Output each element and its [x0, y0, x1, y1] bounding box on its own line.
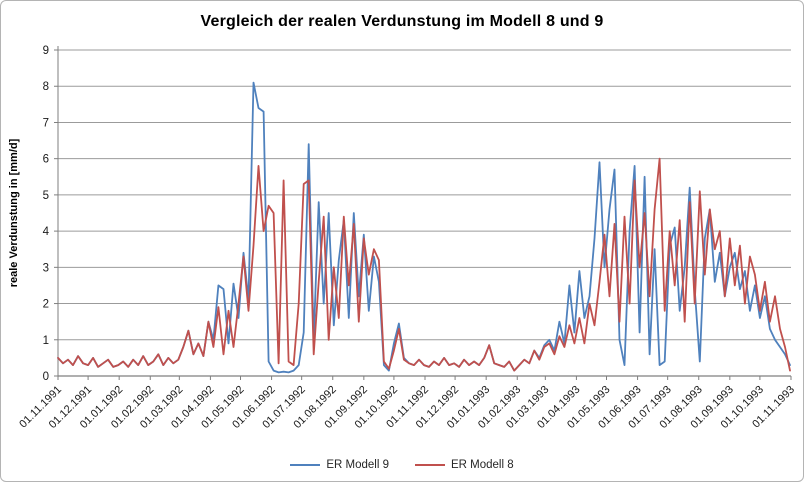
y-axis-title: reale Verdunstung in [mm/d]: [8, 138, 20, 287]
y-tick-label: 6: [43, 154, 49, 166]
gridlines: [58, 49, 791, 341]
legend-item-er-modell-8: ER Modell 8: [415, 459, 514, 471]
y-tick-label: 4: [43, 226, 50, 238]
legend-label-er-modell-8: ER Modell 8: [451, 459, 514, 471]
legend-item-er-modell-9: ER Modell 9: [290, 459, 389, 471]
legend: ER Modell 9 ER Modell 8: [1, 459, 803, 471]
y-tick-label: 7: [43, 117, 49, 129]
x-tick-labels: 01.11.199101.12.199101.01.199201.02.1992…: [17, 376, 797, 431]
legend-label-er-modell-9: ER Modell 9: [326, 459, 389, 471]
y-tick-label: 5: [43, 190, 49, 202]
chart-title: Vergleich der realen Verdunstung im Mode…: [200, 13, 604, 30]
y-tick-label: 9: [43, 45, 49, 57]
y-tick-label: 0: [43, 371, 49, 383]
y-tick-labels: 0 1 2 3 4 5 6 7 8 9: [43, 45, 58, 383]
y-tick-label: 3: [43, 262, 49, 274]
axes: [57, 46, 791, 377]
legend-line-swatch-blue: [290, 464, 321, 466]
y-tick-label: 1: [43, 335, 49, 347]
y-tick-label: 8: [43, 81, 49, 93]
y-tick-label: 2: [43, 299, 49, 311]
series-line-er-modell-8: [57, 157, 791, 372]
legend-line-swatch-red: [415, 464, 445, 466]
